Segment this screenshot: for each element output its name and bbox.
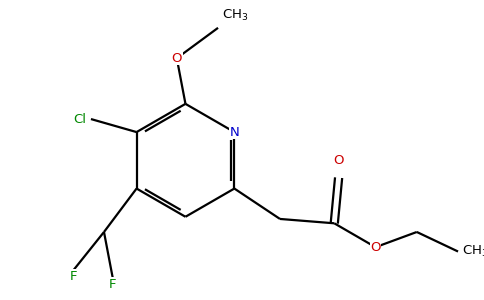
Text: CH$_3$: CH$_3$ [222, 8, 249, 23]
Text: Cl: Cl [74, 112, 87, 126]
Text: O: O [333, 154, 344, 167]
Text: O: O [171, 52, 182, 65]
Text: N: N [229, 126, 239, 139]
Text: O: O [370, 241, 381, 254]
Text: F: F [109, 278, 117, 291]
Text: F: F [70, 270, 77, 283]
Text: CH$_3$: CH$_3$ [462, 244, 484, 259]
